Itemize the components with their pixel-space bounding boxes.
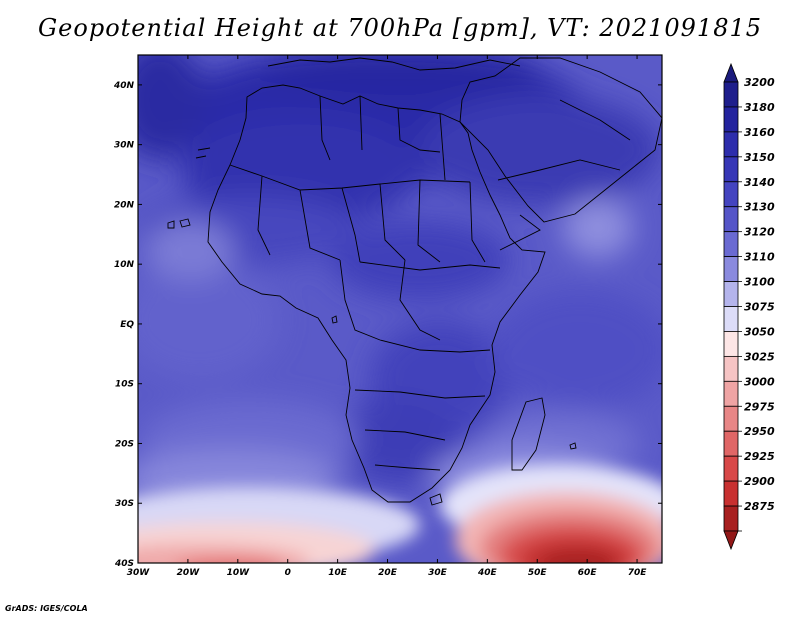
colorbar-swatch — [723, 81, 739, 108]
colorbar-swatch — [723, 405, 739, 432]
colorbar-swatch — [723, 131, 739, 158]
colorbar-swatch — [723, 106, 739, 133]
colorbar-bottom-arrow — [723, 530, 739, 551]
colorbar-swatch — [723, 355, 739, 382]
colorbar-label: 3110 — [744, 251, 775, 264]
lat-tick-label: 30S — [115, 499, 134, 509]
colorbar-label: 2900 — [744, 475, 775, 488]
lon-tick-label: 10W — [227, 568, 251, 578]
lat-tick-label: 40S — [114, 559, 134, 569]
lon-tick-label: 40E — [477, 568, 498, 578]
colorbar-label: 3140 — [744, 176, 775, 189]
lon-tick-label: 10E — [328, 568, 348, 578]
colorbar-swatch — [723, 306, 739, 332]
lat-tick-label: 40N — [113, 81, 135, 91]
colorbar-label: 2925 — [744, 450, 775, 463]
colorbar-label: 2875 — [744, 500, 775, 513]
colorbar-label: 3000 — [744, 375, 775, 388]
colorbar-label: 3050 — [744, 325, 775, 338]
lat-tick-label: EQ — [120, 320, 134, 330]
colorbar-swatch — [723, 505, 739, 532]
colorbar-label: 3150 — [744, 151, 775, 164]
colorbar-label: 3160 — [744, 126, 775, 139]
lat-tick-label: 10N — [114, 260, 135, 270]
colorbar-label: 3075 — [744, 301, 775, 314]
colorbar: 3200 3180 3160 3150 3140 3130 3120 3110 3100 3075… — [723, 62, 775, 551]
colorbar-swatch — [723, 430, 739, 457]
lat-tick-label: 30N — [114, 141, 135, 151]
coastlines — [167, 57, 662, 506]
lon-tick-label: 70E — [628, 568, 648, 578]
lon-tick-label: 30E — [428, 568, 448, 578]
grads-credit: GrADS: IGES/COLA — [5, 604, 88, 613]
colorbar-label: 2950 — [744, 425, 775, 438]
colorbar-swatch — [723, 206, 739, 233]
colorbar-swatch — [723, 156, 739, 183]
colorbar-swatch — [723, 256, 739, 282]
colorbar-label: 3100 — [744, 276, 775, 289]
colorbar-swatch — [723, 231, 739, 258]
colorbar-swatch — [723, 181, 739, 208]
colorbar-label: 3180 — [744, 101, 775, 114]
lat-tick-label: 20N — [114, 200, 135, 210]
lon-tick-label: 20E — [378, 568, 398, 578]
map-title: Geopotential Height at 700hPa [gpm], VT:… — [38, 14, 762, 42]
colorbar-top-arrow — [723, 62, 739, 83]
colorbar-label: 3025 — [744, 350, 775, 363]
lat-tick-label: 20S — [115, 439, 134, 449]
colorbar-swatch — [723, 281, 739, 307]
map-frame — [137, 54, 663, 564]
lon-tick-label: 20W — [177, 568, 201, 578]
colorbar-swatch — [723, 331, 739, 357]
lat-tick-label: 10S — [115, 380, 134, 390]
colorbar-label: 3200 — [744, 76, 775, 89]
lon-tick-label: 30W — [127, 568, 151, 578]
lon-tick-label: 50E — [528, 568, 548, 578]
colorbar-swatch — [723, 455, 739, 482]
lon-tick-label: 0 — [285, 568, 291, 578]
height-field — [138, 55, 662, 563]
colorbar-swatch — [723, 480, 739, 507]
lon-tick-label: 60E — [578, 568, 598, 578]
colorbar-swatch — [723, 380, 739, 407]
colorbar-label: 2975 — [744, 400, 775, 413]
colorbar-label: 3120 — [744, 226, 775, 239]
colorbar-label: 3130 — [744, 201, 775, 214]
